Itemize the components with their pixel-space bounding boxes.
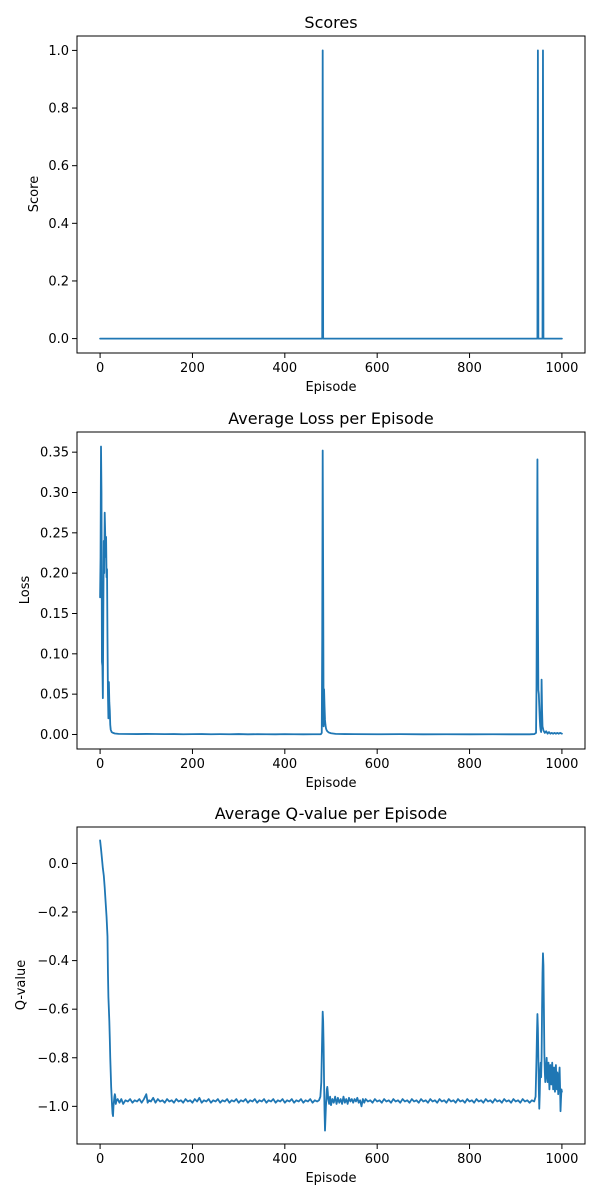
y-tick-label: −0.2 [37, 906, 69, 921]
y-axis-label: Q-value [14, 960, 29, 1010]
x-tick-label: 800 [457, 757, 482, 772]
axes-frame [76, 35, 586, 354]
chart-title: Scores [304, 13, 357, 32]
y-tick-label: 1.0 [48, 44, 69, 59]
x-tick-label: 400 [272, 757, 297, 772]
y-tick-label: −0.6 [37, 1003, 69, 1018]
series-line [99, 839, 563, 1132]
y-tick-label: −0.8 [37, 1051, 69, 1066]
x-tick-label: 600 [365, 1152, 390, 1167]
axes-frame [76, 826, 586, 1145]
y-tick-label: 0.05 [40, 688, 69, 703]
y-tick-label: 0.35 [40, 446, 69, 461]
x-tick-label: 400 [272, 1152, 297, 1167]
chart-average-loss: Average Loss per Episode 0 200 400 600 800 10… [18, 409, 586, 791]
y-tick-label: 0.15 [40, 607, 69, 622]
y-tick-label: 0.6 [48, 159, 69, 174]
x-tick-label: 800 [457, 1152, 482, 1167]
series-line [99, 49, 563, 340]
y-tick-label: 0.0 [48, 857, 69, 872]
x-tick-label: 0 [96, 1152, 104, 1167]
y-tick-label: 0.0 [48, 332, 69, 347]
x-tick-label: 200 [180, 1152, 205, 1167]
x-tick-label: 400 [272, 361, 297, 376]
x-tick-label: 0 [96, 757, 104, 772]
y-axis-label: Loss [18, 576, 33, 605]
y-tick-label: 0.4 [48, 217, 69, 232]
chart-title: Average Loss per Episode [228, 409, 433, 428]
plot-area: 0 200 400 600 800 1000 0.0 0.2 0.4 0.6 0.8 1.0 [48, 35, 586, 376]
plot-area: 0 200 400 600 800 1000 −1.0 −0.8 −0.6 −0.4 −0.2 0.0 [37, 826, 586, 1167]
y-tick-label: −0.4 [37, 954, 69, 969]
x-tick-label: 600 [365, 361, 390, 376]
y-tick-label: 0.2 [48, 274, 69, 289]
chart-title: Average Q-value per Episode [215, 804, 447, 823]
x-tick-label: 1000 [545, 757, 578, 772]
y-tick-label: −1.0 [37, 1100, 69, 1115]
y-tick-label: 0.10 [40, 647, 69, 662]
x-tick-label: 200 [180, 361, 205, 376]
y-axis-label: Score [27, 176, 42, 212]
y-tick-label: 0.20 [40, 567, 69, 582]
plot-area: 0 200 400 600 800 1000 0.00 0.05 0.10 0.15 0.20 0.2… [40, 431, 586, 772]
x-tick-label: 1000 [545, 361, 578, 376]
x-axis-label: Episode [305, 1171, 356, 1186]
x-axis-label: Episode [305, 776, 356, 791]
chart-scores: Scores 0 200 400 600 800 1000 0.0 0.2 0.4 0.6 0.8 1… [27, 13, 586, 395]
series-line [99, 445, 563, 736]
x-tick-label: 800 [457, 361, 482, 376]
x-tick-label: 1000 [545, 1152, 578, 1167]
chart-average-q-value: Average Q-value per Episode 0 200 400 600 80… [14, 804, 586, 1186]
y-tick-label: 0.25 [40, 526, 69, 541]
x-tick-label: 0 [96, 361, 104, 376]
x-tick-label: 600 [365, 757, 390, 772]
x-tick-label: 200 [180, 757, 205, 772]
x-axis-label: Episode [305, 380, 356, 395]
y-tick-label: 0.00 [40, 728, 69, 743]
y-tick-label: 0.30 [40, 486, 69, 501]
axes-frame [76, 431, 586, 750]
y-tick-label: 0.8 [48, 102, 69, 117]
